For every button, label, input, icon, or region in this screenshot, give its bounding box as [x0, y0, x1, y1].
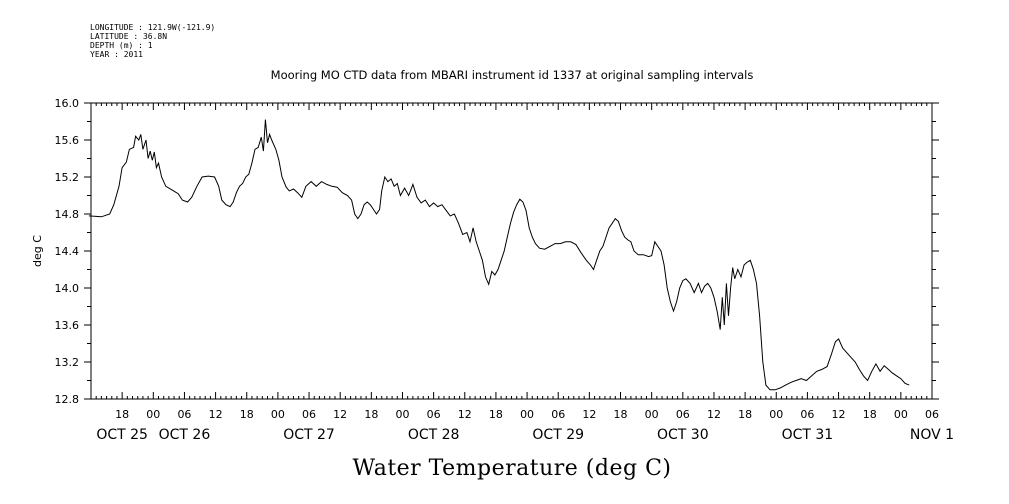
x-hour-label: 00 [395, 408, 409, 421]
y-axis-label: deg C [31, 235, 44, 267]
x-date-label: OCT 27 [283, 427, 335, 443]
x-hour-label: 06 [177, 408, 191, 421]
y-tick-label: 14.4 [55, 245, 80, 258]
x-tick-labels: 18 00 06 12 18 00 06 12 18 00 06 12 18 00 06 12 18 00 06 12… [115, 408, 939, 421]
depth-text: DEPTH (m) : 1 [90, 41, 153, 50]
x-hour-label: 12 [209, 408, 223, 421]
y-tick-label: 14.0 [55, 282, 80, 295]
x-date-label: OCT 25 [96, 427, 148, 443]
date-labels: OCT 25 OCT 26 OCT 27 OCT 28 OCT 29 OCT 30 OCT … [96, 427, 954, 443]
x-hour-label: 12 [582, 408, 596, 421]
x-hour-label: 06 [925, 408, 939, 421]
temperature-series-line [88, 119, 910, 391]
x-hour-label: 06 [302, 408, 316, 421]
x-hour-label: 00 [271, 408, 285, 421]
metadata-block: LONGITUDE : 121.9W(-121.9) LATITUDE : 36… [90, 23, 215, 59]
latitude-text: LATITUDE : 36.8N [90, 32, 168, 41]
x-hour-label: 06 [551, 408, 565, 421]
year-text: YEAR : 2011 [90, 50, 143, 59]
x-date-label: NOV 1 [910, 427, 954, 443]
x-hour-label: 18 [863, 408, 877, 421]
x-hour-label: 18 [240, 408, 254, 421]
x-date-label: OCT 29 [532, 427, 584, 443]
x-hour-label: 18 [115, 408, 129, 421]
y-tick-label: 16.0 [55, 97, 80, 110]
x-hour-label: 12 [832, 408, 846, 421]
x-date-label: OCT 26 [159, 427, 211, 443]
x-hour-label: 18 [364, 408, 378, 421]
plot-frame [90, 102, 933, 400]
longitude-text: LONGITUDE : 121.9W(-121.9) [90, 23, 216, 32]
y-tick-label: 13.2 [55, 356, 80, 369]
x-hour-label: 06 [800, 408, 814, 421]
x-hour-label: 06 [427, 408, 441, 421]
x-hour-label: 00 [520, 408, 534, 421]
x-hour-label: 00 [769, 408, 783, 421]
x-hour-label: 12 [707, 408, 721, 421]
x-hour-label: 06 [676, 408, 690, 421]
y-tick-labels: 16.0 15.6 15.2 14.8 14.4 14.0 13.6 13.2 12.8 [55, 97, 80, 406]
x-axis-title: Water Temperature (deg C) [353, 456, 672, 481]
x-hour-label: 18 [738, 408, 752, 421]
x-date-label: OCT 31 [782, 427, 834, 443]
x-hour-label: 12 [333, 408, 347, 421]
x-hour-label: 00 [894, 408, 908, 421]
y-tick-label: 14.8 [55, 208, 80, 221]
x-hour-label: 12 [458, 408, 472, 421]
chart-title: Mooring MO CTD data from MBARI instrumen… [271, 68, 754, 82]
y-tick-label: 15.6 [55, 134, 80, 147]
y-tick-label: 12.8 [55, 393, 80, 406]
axis-ticks [84, 102, 939, 400]
y-tick-label: 13.6 [55, 319, 80, 332]
x-date-label: OCT 28 [408, 427, 460, 443]
y-tick-label: 15.2 [55, 171, 80, 184]
x-hour-label: 18 [489, 408, 503, 421]
x-hour-label: 00 [645, 408, 659, 421]
x-hour-label: 18 [614, 408, 628, 421]
x-hour-label: 00 [146, 408, 160, 421]
x-date-label: OCT 30 [657, 427, 709, 443]
